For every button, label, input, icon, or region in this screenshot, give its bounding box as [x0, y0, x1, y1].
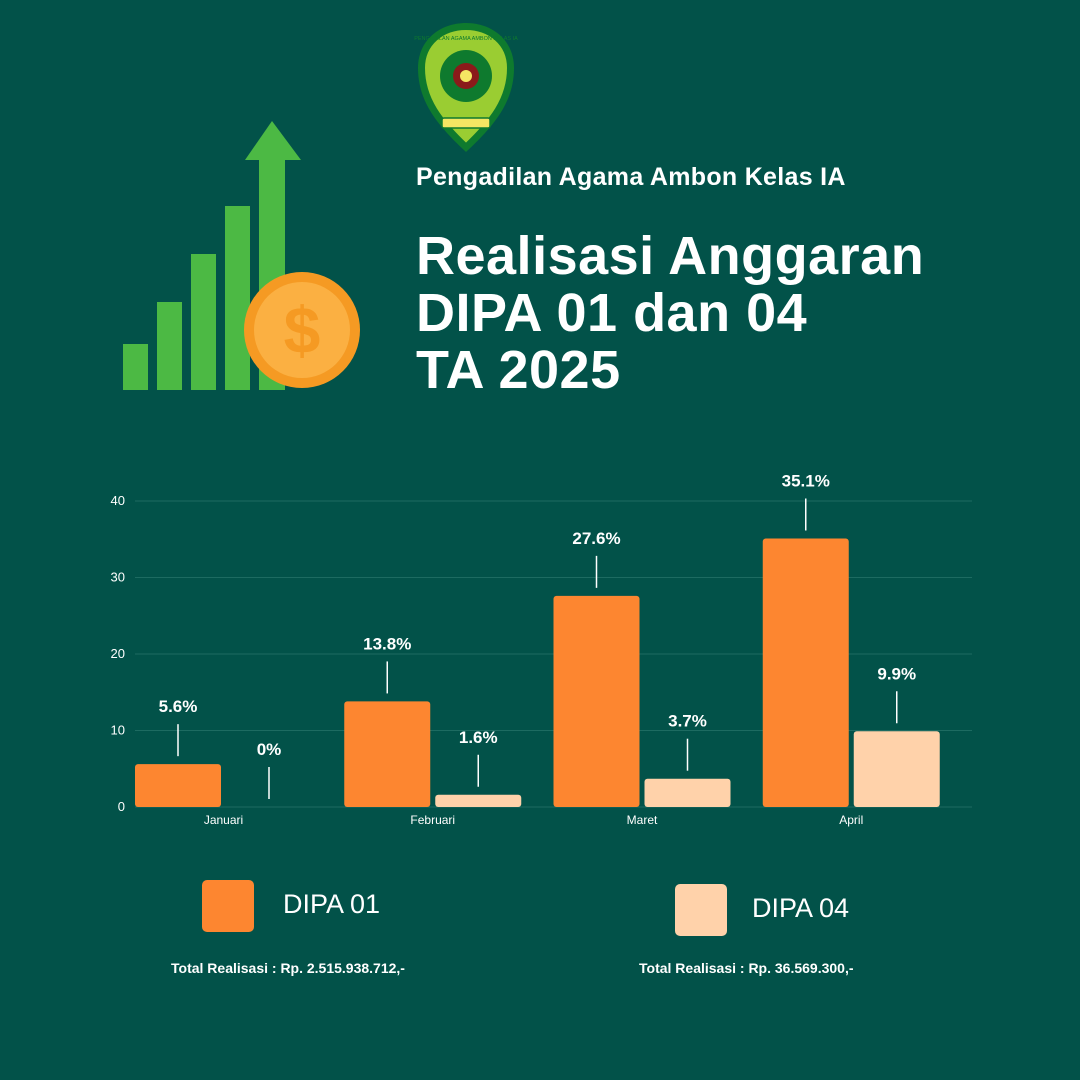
x-tick-label: April — [839, 813, 863, 827]
y-tick-label: 30 — [111, 570, 125, 585]
legend-label-dipa01: DIPA 01 — [283, 889, 381, 919]
bar-chart: 0 10 20 30 40 5.6% 0% Januari 13.8% 1.6% Februari 2… — [111, 471, 972, 827]
data-label: 0% — [257, 740, 282, 759]
y-tick-label: 40 — [111, 493, 125, 508]
data-label: 9.9% — [877, 664, 916, 683]
bar-dipa-01-april — [762, 538, 849, 807]
bar-dipa-01-februari — [344, 701, 431, 807]
data-label: 3.7% — [668, 712, 707, 731]
total-realisasi-dipa01: Total Realisasi : Rp. 2.515.938.712,- — [171, 960, 405, 976]
data-label: 35.1% — [782, 471, 830, 490]
x-tick-label: Januari — [204, 813, 243, 827]
bar-dipa-04-maret — [644, 778, 731, 807]
title-line-1: Realisasi Anggaran — [416, 226, 925, 286]
legend-label-dipa04: DIPA 04 — [752, 893, 850, 923]
x-tick-label: Maret — [627, 813, 658, 827]
title-line-3: TA 2025 — [416, 340, 621, 400]
bar-dipa-04-april — [853, 731, 940, 807]
data-label: 13.8% — [363, 634, 411, 653]
page-title: Realisasi Anggaran DIPA 01 dan 04 TA 202… — [416, 228, 924, 399]
x-tick-label: Februari — [410, 813, 455, 827]
y-tick-label: 0 — [118, 799, 125, 814]
bar-dipa-01-januari — [135, 764, 221, 807]
title-line-2: DIPA 01 dan 04 — [416, 283, 808, 343]
y-tick-label: 10 — [111, 723, 125, 738]
data-label: 1.6% — [459, 728, 498, 747]
organization-name: Pengadilan Agama Ambon Kelas IA — [416, 163, 846, 191]
bar-dipa-04-februari — [435, 794, 522, 807]
data-label: 27.6% — [572, 529, 620, 548]
y-tick-label: 20 — [111, 646, 125, 661]
legend-swatch-dipa04 — [675, 884, 727, 936]
legend-swatch-dipa01 — [202, 880, 254, 932]
bar-dipa-01-maret — [553, 595, 640, 807]
svg-text:$: $ — [284, 293, 321, 367]
court-emblem-icon: PENGADILAN AGAMA AMBON KELAS IA — [414, 23, 518, 152]
logo-text: PENGADILAN AGAMA AMBON KELAS IA — [414, 36, 518, 42]
total-realisasi-dipa04: Total Realisasi : Rp. 36.569.300,- — [639, 960, 854, 976]
growth-chart-dollar-icon: $ — [123, 121, 360, 390]
data-label: 5.6% — [159, 697, 198, 716]
